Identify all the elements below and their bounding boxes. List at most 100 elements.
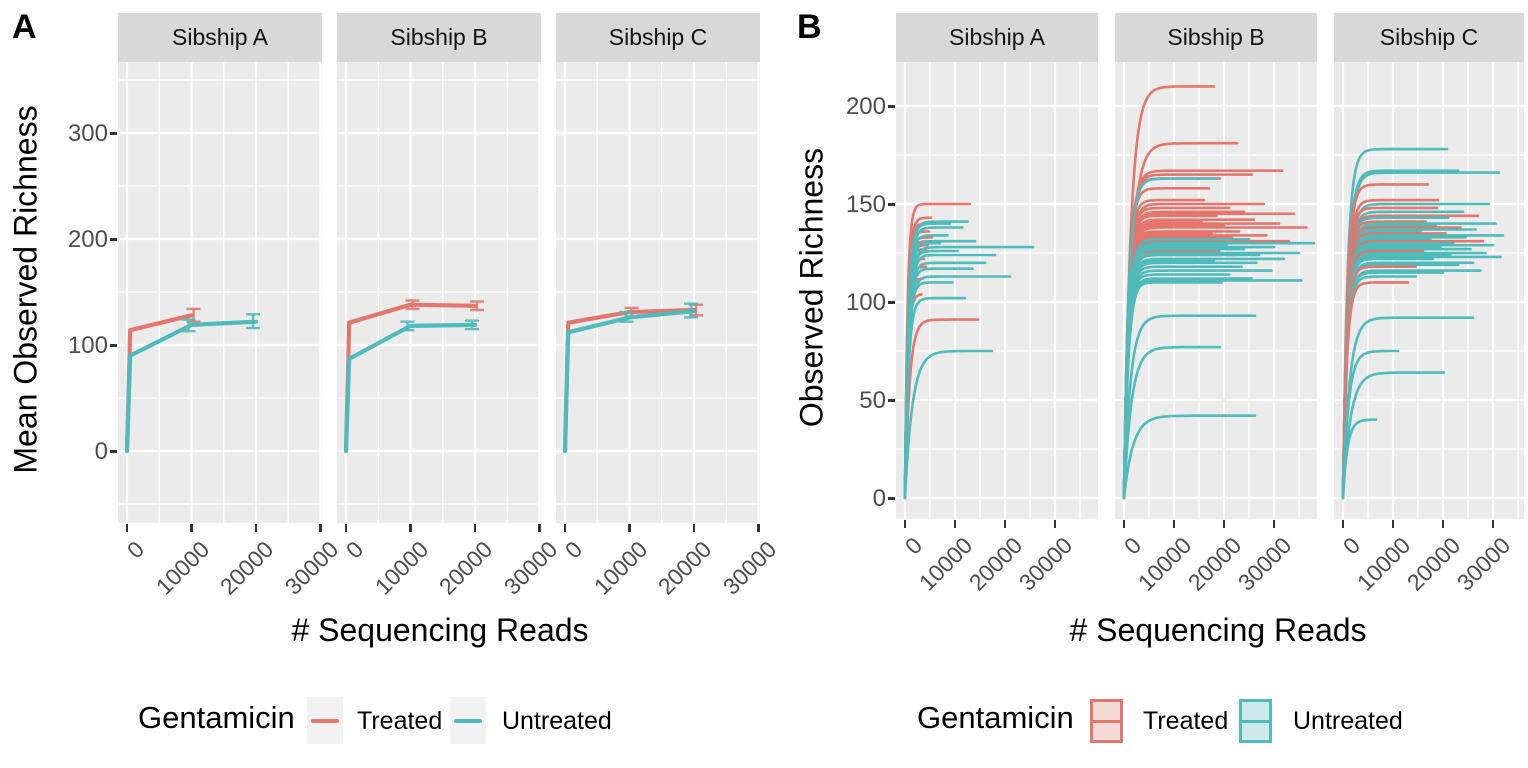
x-axis-tick-mark: [1272, 520, 1276, 528]
x-axis-tick-mark: [1003, 520, 1007, 528]
x-axis-tick-label: 0: [121, 536, 150, 564]
rarefaction-curve-untreated: [1122, 345, 1222, 500]
legend-a-key-untreated: [450, 697, 486, 744]
rarefaction-curve-treated: [1341, 281, 1410, 500]
facet-panel: [118, 62, 322, 523]
error-bar: [181, 318, 196, 333]
x-axis-tick-mark: [538, 524, 541, 532]
error-bar: [465, 319, 479, 331]
x-axis-tick-mark: [125, 524, 129, 532]
x-axis-tick-label: 10000: [369, 536, 433, 600]
legend-a-label-untreated: Untreated: [502, 707, 612, 735]
x-axis-tick-mark: [344, 524, 348, 532]
panel-b-x-axis-title: # Sequencing Reads: [1069, 612, 1367, 648]
facet-strip: Sibship A: [896, 13, 1098, 62]
error-bar: [619, 310, 634, 323]
x-axis-tick-mark: [1491, 520, 1495, 528]
facet-strip: Sibship B: [337, 13, 541, 62]
x-axis-tick-label: 20000: [1401, 532, 1466, 596]
legend-a-key-treated: [307, 697, 343, 744]
x-axis-tick-label: 10000: [588, 536, 652, 600]
x-axis-tick-mark: [757, 524, 760, 532]
x-axis-tick-mark: [1222, 520, 1226, 528]
x-axis-tick-label: 30000: [1451, 532, 1516, 596]
y-axis-tick-label: 0: [872, 485, 886, 512]
facet-plot-svg: [556, 62, 760, 523]
x-axis-tick-mark: [563, 524, 567, 532]
rarefaction-curve-untreated: [903, 349, 994, 500]
y-axis-tick-mark: [110, 344, 117, 347]
facet-panel: [556, 62, 760, 523]
facet-panel: [337, 62, 541, 523]
rarefaction-curve-untreated: [1341, 418, 1378, 500]
x-axis-tick-mark: [1172, 520, 1176, 528]
y-axis-tick-label: 100: [67, 332, 108, 359]
panel-b-y-axis-title: Observed Richness: [793, 147, 830, 428]
facet-plot-svg: [896, 62, 1098, 519]
x-axis-tick-label: 30000: [279, 536, 343, 600]
y-axis-tick-mark: [888, 399, 895, 402]
y-axis-tick-mark: [110, 132, 117, 135]
error-bar: [400, 320, 415, 332]
x-axis-tick-label: 10000: [150, 536, 214, 600]
facet-plot-svg: [118, 62, 322, 523]
panel-b-label: B: [797, 8, 822, 46]
x-axis-tick-label: 20000: [963, 532, 1028, 596]
panel-a-x-axis-title: # Sequencing Reads: [291, 612, 589, 648]
y-axis-tick-mark: [888, 105, 895, 108]
x-axis-tick-mark: [190, 524, 193, 532]
y-axis-tick-label: 200: [67, 226, 108, 253]
x-axis-tick-label: 30000: [1232, 532, 1297, 596]
x-axis-tick-label: 10000: [1351, 532, 1416, 596]
facet-plot-svg: [337, 62, 541, 523]
legend-a-title: Gentamicin: [138, 700, 295, 735]
x-axis-tick-label: 30000: [717, 536, 781, 600]
x-axis-tick-label: 0: [1118, 532, 1147, 560]
rarefaction-curve-untreated: [1122, 414, 1257, 500]
x-axis-tick-label: 0: [340, 536, 369, 564]
facet-strip: Sibship A: [118, 13, 322, 62]
x-axis-tick-mark: [1441, 520, 1445, 528]
x-axis-tick-mark: [1341, 520, 1345, 528]
mean-richness-line-untreated: [562, 309, 697, 454]
error-bar: [405, 299, 420, 311]
mean-richness-line-untreated: [124, 319, 259, 454]
rarefaction-curve-untreated: [903, 296, 967, 500]
mean-richness-line-untreated: [343, 322, 478, 454]
x-axis-tick-label: 30000: [1013, 532, 1078, 596]
x-axis-tick-mark: [473, 524, 477, 532]
error-bar: [246, 313, 260, 330]
y-axis-tick-mark: [888, 301, 895, 304]
rarefaction-curve-untreated: [1122, 281, 1223, 500]
facet-strip: Sibship B: [1115, 13, 1317, 62]
x-axis-tick-label: 20000: [433, 536, 498, 600]
x-axis-tick-mark: [409, 524, 412, 532]
panel-a-y-axis-title: Mean Observed Richness: [7, 105, 44, 474]
x-axis-tick-mark: [319, 524, 322, 532]
x-axis-tick-mark: [254, 524, 258, 532]
facet-plot-svg: [1115, 62, 1317, 519]
legend-b-key-treated: [1090, 699, 1123, 743]
error-bar: [684, 302, 698, 319]
legend-b-label-untreated: Untreated: [1293, 707, 1403, 735]
facet-panel: [1115, 62, 1317, 519]
legend-b-label-treated: Treated: [1143, 707, 1229, 735]
y-axis-tick-label: 100: [845, 289, 886, 316]
legend-b-title: Gentamicin: [917, 700, 1074, 735]
x-axis-tick-label: 0: [1337, 532, 1366, 560]
x-axis-tick-mark: [1122, 520, 1126, 528]
treated-line-icon: [311, 718, 339, 723]
facet-strip: Sibship C: [556, 13, 760, 62]
facet-panel: [896, 62, 1098, 519]
y-axis-tick-mark: [110, 238, 117, 241]
facet-strip: Sibship C: [1334, 13, 1524, 62]
y-axis-tick-label: 150: [845, 191, 886, 218]
x-axis-tick-mark: [628, 524, 631, 532]
x-axis-tick-mark: [1391, 520, 1395, 528]
y-axis-tick-label: 200: [845, 93, 886, 120]
error-bar: [470, 300, 484, 312]
x-axis-tick-mark: [903, 520, 907, 528]
y-axis-tick-mark: [888, 497, 895, 500]
untreated-box-icon: [1242, 719, 1269, 723]
